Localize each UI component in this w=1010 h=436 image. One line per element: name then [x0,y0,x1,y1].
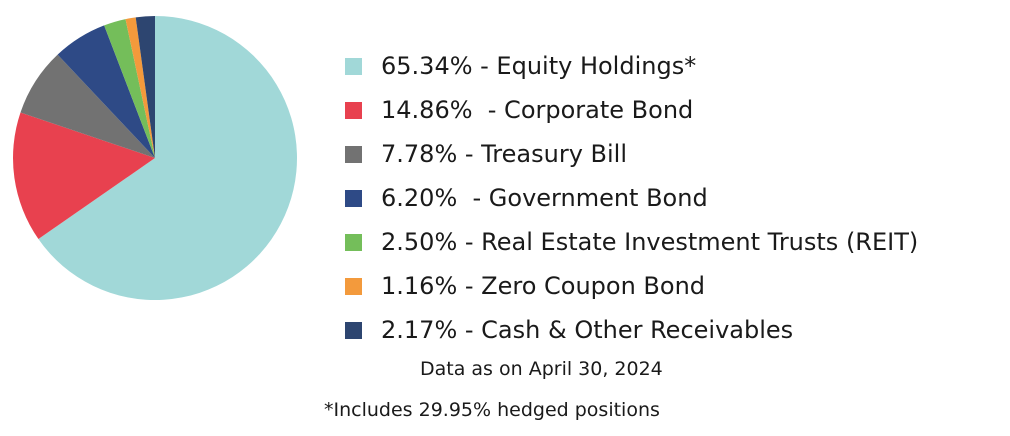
legend-item-6: 2.17% - Cash & Other Receivables [345,308,918,352]
legend-label: 2.50% - Real Estate Investment Trusts (R… [381,228,919,256]
legend-swatch [345,277,362,295]
legend-item-5: 1.16% - Zero Coupon Bond [345,264,918,308]
pie-slice-2 [20,54,155,158]
chart-legend: 65.34% - Equity Holdings* 14.86% - Corpor… [345,44,918,352]
legend-swatch [345,101,362,119]
legend-swatch [345,321,362,339]
pie-slice-3 [57,25,155,159]
legend-swatch [345,145,362,163]
data-as-of-note: Data as on April 30, 2024 [420,358,663,380]
hedged-positions-footnote: *Includes 29.95% hedged positions [324,399,660,421]
legend-item-1: 14.86% - Corporate Bond [345,88,918,132]
pie-slice-0 [38,15,298,300]
legend-label: 6.20% - Government Bond [381,184,708,212]
legend-item-2: 7.78% - Treasury Bill [345,132,918,176]
legend-swatch [345,189,362,207]
legend-label: 14.86% - Corporate Bond [381,96,694,124]
pie-slice-5 [125,17,155,158]
allocation-pie-chart [13,15,298,300]
pie-slice-6 [135,16,155,158]
legend-swatch [345,57,362,75]
legend-label: 65.34% - Equity Holdings* [381,52,697,80]
legend-label: 1.16% - Zero Coupon Bond [381,272,706,300]
pie-slice-1 [13,112,155,240]
legend-item-4: 2.50% - Real Estate Investment Trusts (R… [345,220,918,264]
legend-item-3: 6.20% - Government Bond [345,176,918,220]
legend-label: 2.17% - Cash & Other Receivables [381,316,794,344]
legend-item-0: 65.34% - Equity Holdings* [345,44,918,88]
legend-label: 7.78% - Treasury Bill [381,140,627,168]
legend-swatch [345,233,362,251]
pie-slice-4 [104,19,155,158]
